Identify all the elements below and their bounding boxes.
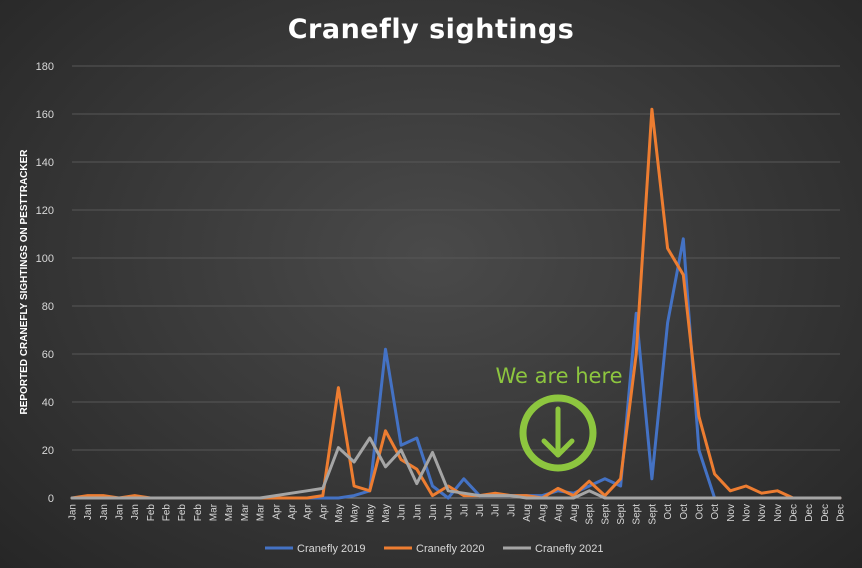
x-tick-label: May bbox=[381, 504, 392, 523]
x-tick-label: Sept bbox=[647, 504, 658, 525]
x-tick-label: Aug bbox=[569, 504, 580, 522]
series-lines bbox=[70, 107, 842, 500]
x-tick-label: May bbox=[350, 504, 361, 523]
x-tick-label: Apr bbox=[287, 503, 298, 519]
x-tick-label: Jan bbox=[115, 504, 126, 520]
y-axis-ticks: 0 20 40 60 80 100 120 140 160 180 bbox=[36, 61, 54, 505]
y-tick-label: 140 bbox=[36, 157, 54, 169]
x-tick-label: Jul bbox=[475, 504, 486, 517]
x-tick-label: Sept bbox=[632, 504, 643, 525]
x-tick-label: Aug bbox=[538, 504, 549, 522]
x-tick-label: Aug bbox=[522, 504, 533, 522]
legend-label: Cranefly 2020 bbox=[416, 543, 485, 555]
series-line-1 bbox=[70, 237, 842, 500]
x-tick-label: Sept bbox=[616, 504, 627, 525]
x-tick-label: Mar bbox=[240, 503, 251, 521]
gridlines bbox=[72, 65, 840, 499]
x-tick-label: Nov bbox=[757, 504, 768, 522]
x-tick-label: Dec bbox=[836, 504, 847, 522]
x-tick-label: Oct bbox=[663, 504, 674, 520]
x-tick-label: Dec bbox=[804, 504, 815, 522]
x-tick-label: Oct bbox=[710, 504, 721, 520]
y-tick-label: 180 bbox=[36, 61, 54, 73]
x-tick-label: Apr bbox=[303, 503, 314, 519]
y-tick-label: 160 bbox=[36, 109, 54, 121]
x-tick-label: Apr bbox=[271, 503, 282, 519]
chart-title: Cranefly sightings bbox=[287, 14, 575, 45]
x-tick-label: Nov bbox=[773, 504, 784, 522]
x-tick-label: Jul bbox=[459, 504, 470, 517]
legend-label: Cranefly 2021 bbox=[535, 543, 604, 555]
legend-label: Cranefly 2019 bbox=[297, 543, 366, 555]
y-tick-label: 80 bbox=[42, 301, 54, 313]
y-tick-label: 120 bbox=[36, 205, 54, 217]
y-tick-label: 40 bbox=[42, 397, 54, 409]
x-tick-label: May bbox=[365, 504, 376, 523]
x-tick-label: Dec bbox=[788, 504, 799, 522]
x-tick-label: Feb bbox=[162, 504, 173, 522]
x-axis-ticks: Jan Jan Jan Jan Jan Feb Feb Feb Feb Mar Mar Mar Mar A… bbox=[68, 503, 847, 524]
x-tick-label: Sept bbox=[600, 504, 611, 525]
x-tick-label: Dec bbox=[820, 504, 831, 522]
x-tick-label: Feb bbox=[177, 504, 188, 522]
annotation-text: We are here bbox=[495, 364, 622, 388]
y-tick-label: 100 bbox=[36, 253, 54, 265]
series-line-2 bbox=[70, 107, 842, 500]
x-tick-label: Apr bbox=[318, 503, 329, 519]
x-tick-label: Jun bbox=[397, 504, 408, 520]
series-line-3 bbox=[70, 436, 842, 500]
x-tick-label: Jan bbox=[68, 504, 79, 520]
x-tick-label: Feb bbox=[146, 504, 157, 522]
x-tick-label: Mar bbox=[209, 503, 220, 521]
x-tick-label: Oct bbox=[679, 504, 690, 520]
annotation: We are here bbox=[495, 364, 623, 472]
y-tick-label: 60 bbox=[42, 349, 54, 361]
x-tick-label: Oct bbox=[694, 504, 705, 520]
x-tick-label: Jan bbox=[130, 504, 141, 520]
y-axis-title: REPORTED CRANEFLY SIGHTINGS ON PESTTRACK… bbox=[19, 149, 30, 415]
x-tick-label: Jun bbox=[412, 504, 423, 520]
x-tick-label: Jan bbox=[83, 504, 94, 520]
x-tick-label: Mar bbox=[256, 503, 267, 521]
x-tick-label: Jun bbox=[444, 504, 455, 520]
x-tick-label: Mar bbox=[224, 503, 235, 521]
x-tick-label: Jun bbox=[428, 504, 439, 520]
y-tick-label: 20 bbox=[42, 445, 54, 457]
x-tick-label: May bbox=[334, 504, 345, 523]
x-tick-label: Feb bbox=[193, 504, 204, 522]
x-tick-label: Jul bbox=[506, 504, 517, 517]
x-tick-label: Jan bbox=[99, 504, 110, 520]
x-tick-label: Nov bbox=[741, 504, 752, 522]
x-tick-label: Nov bbox=[726, 504, 737, 522]
x-tick-label: Aug bbox=[553, 504, 564, 522]
down-arrow-circle-icon bbox=[519, 394, 597, 472]
x-tick-label: Sept bbox=[585, 504, 596, 525]
x-tick-label: Jul bbox=[491, 504, 502, 517]
legend: Cranefly 2019 Cranefly 2020 Cranefly 2021 bbox=[265, 543, 604, 555]
y-tick-label: 0 bbox=[48, 493, 54, 505]
